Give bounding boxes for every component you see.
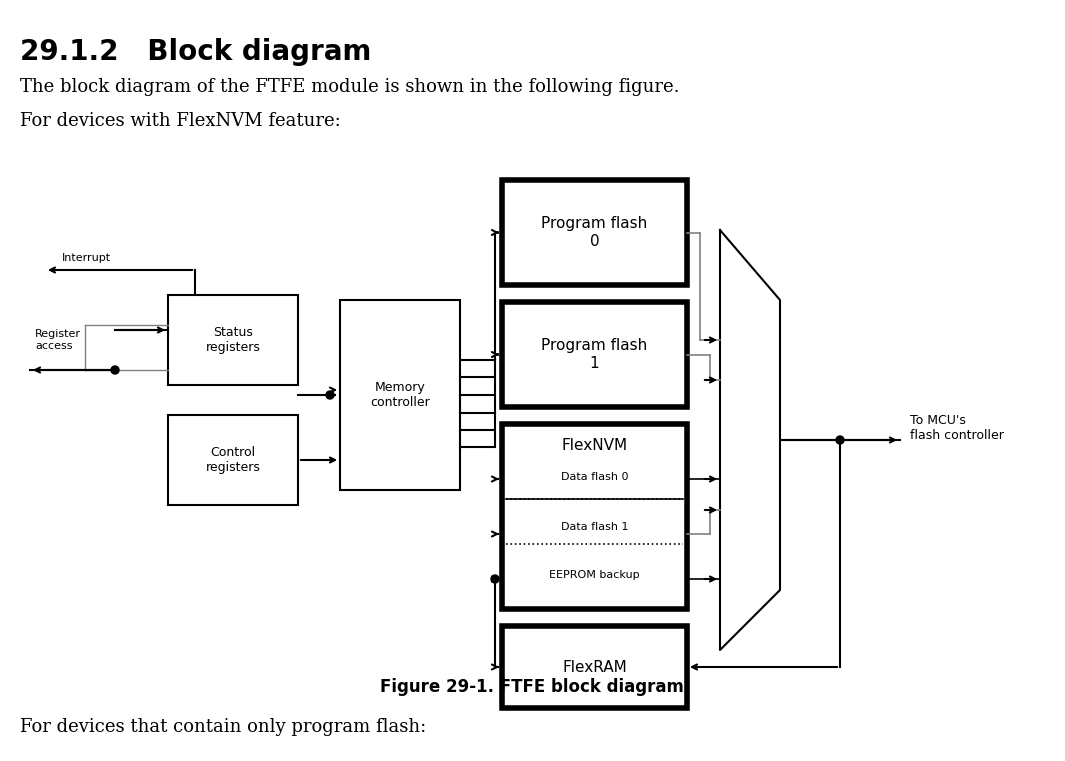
Bar [502,180,687,285]
Bar [168,295,298,385]
Text: For devices that contain only program flash:: For devices that contain only program fl… [20,718,426,736]
Bar [502,626,687,708]
Text: Register
access: Register access [35,330,81,351]
Bar [502,302,687,407]
Text: To MCU's
flash controller: To MCU's flash controller [910,414,1004,442]
Text: Program flash
0: Program flash 0 [541,216,648,249]
Text: For devices with FlexNVM feature:: For devices with FlexNVM feature: [20,112,341,130]
Circle shape [326,391,334,399]
Bar [168,415,298,505]
Text: Memory
controller: Memory controller [371,381,430,409]
Polygon shape [720,230,780,650]
Circle shape [836,436,843,444]
Text: Program flash
1: Program flash 1 [541,339,648,371]
Text: FlexNVM: FlexNVM [561,438,627,454]
Circle shape [111,366,119,374]
Text: The block diagram of the FTFE module is shown in the following figure.: The block diagram of the FTFE module is … [20,78,679,96]
Text: Data flash 1: Data flash 1 [561,522,628,532]
Bar [340,300,460,490]
Circle shape [491,575,499,583]
Text: FlexRAM: FlexRAM [562,660,627,674]
Text: Status
registers: Status registers [206,326,261,354]
Bar [502,424,687,609]
Text: EEPROM backup: EEPROM backup [550,570,640,580]
Text: Figure 29-1. FTFE block diagram: Figure 29-1. FTFE block diagram [380,678,684,696]
Text: Control
registers: Control registers [206,446,261,474]
Text: Interrupt: Interrupt [62,253,111,263]
Text: Data flash 0: Data flash 0 [561,472,628,482]
Text: 29.1.2   Block diagram: 29.1.2 Block diagram [20,38,372,66]
